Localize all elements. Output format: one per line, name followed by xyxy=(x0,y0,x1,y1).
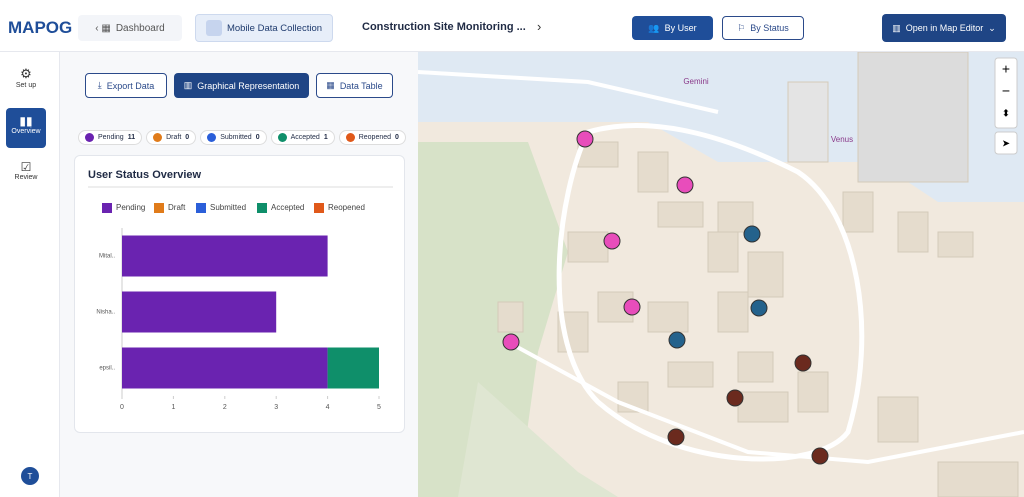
bar-segment xyxy=(122,235,328,277)
legend-label: Draft xyxy=(168,203,186,212)
bar-segment xyxy=(327,347,379,389)
map-editor-button[interactable]: ▥ Open in Map Editor ⌄ xyxy=(882,14,1006,42)
y-tick-label: Mital.. xyxy=(99,254,115,260)
next-arrow[interactable]: › xyxy=(537,19,542,34)
x-tick-label: 0 xyxy=(120,404,124,411)
breadcrumb-text: Dashboard xyxy=(115,22,165,34)
x-tick-label: 1 xyxy=(171,404,175,411)
zoom-out[interactable]: − xyxy=(1002,83,1010,99)
nav-overview[interactable]: ▮▮ Overview xyxy=(6,108,46,148)
chart-title: User Status Overview xyxy=(88,169,202,181)
legend-swatch xyxy=(102,203,112,213)
nav-review[interactable]: ☑ Review xyxy=(6,160,46,181)
header: MAPOG ‹ ▦ Dashboard Mobile Data Collecti… xyxy=(0,0,1024,52)
road xyxy=(507,340,1024,465)
legend-swatch xyxy=(196,203,206,213)
status-chip[interactable]: Accepted 1 xyxy=(270,130,335,145)
road xyxy=(418,70,719,114)
legend-label: Pending xyxy=(116,203,145,212)
chip-label: Draft xyxy=(166,134,182,141)
status-chip[interactable]: Draft 0 xyxy=(146,130,197,145)
chip-label: Reopened xyxy=(358,134,392,141)
zoom-in[interactable]: + xyxy=(1002,61,1010,77)
status-chips: Pending 11 Draft 0 Submitted 0 Accepted 1 Reopen… xyxy=(78,129,410,147)
park xyxy=(418,142,568,497)
bar-segment xyxy=(122,291,277,333)
chart: User Status Overview Pending Draft Submitt… xyxy=(88,169,393,411)
table-button[interactable]: ▦ Data Table xyxy=(316,73,393,98)
chart-card: User Status Overview Pending Draft Submitt… xyxy=(74,155,405,433)
chip-count: 11 xyxy=(127,134,136,141)
button-text: Graphical Representation xyxy=(197,80,300,91)
buildings xyxy=(497,52,1019,497)
y-tick-label: Nisha.. xyxy=(96,310,115,316)
chip-dot xyxy=(85,133,94,142)
breadcrumb-text: Mobile Data Collection xyxy=(226,22,323,34)
status-chip[interactable]: Submitted 0 xyxy=(200,130,267,145)
legend-label: Submitted xyxy=(210,203,246,212)
button-text: By Status xyxy=(750,23,789,33)
nav-label: Review xyxy=(14,174,38,181)
chip-count: 0 xyxy=(185,134,190,141)
status-chip[interactable]: Reopened 0 xyxy=(338,130,406,145)
park xyxy=(458,382,618,497)
chip-count: 1 xyxy=(323,134,328,141)
legend-swatch xyxy=(154,203,164,213)
chip-dot xyxy=(277,133,287,142)
map-label: Venus xyxy=(831,135,853,144)
button-text: Open in Map Editor xyxy=(905,23,984,33)
legend-swatch xyxy=(314,203,324,213)
logo[interactable]: MAPOG xyxy=(8,18,73,37)
button-text: Export Data xyxy=(106,80,155,91)
graph-button[interactable]: ▥ Graphical Representation xyxy=(174,73,309,98)
breadcrumb-collection[interactable]: Mobile Data Collection xyxy=(195,14,333,42)
map: Gemini Venus + − ⬍ ➤ xyxy=(418,52,1024,497)
chip-label: Pending xyxy=(98,134,124,141)
chip-label: Submitted xyxy=(220,134,252,141)
breadcrumb-dashboard[interactable]: ‹ ▦ Dashboard xyxy=(78,15,182,41)
avatar[interactable]: T xyxy=(21,467,39,485)
button-text: Data Table xyxy=(339,80,383,91)
button-text: By User xyxy=(664,23,697,33)
x-tick-label: 2 xyxy=(223,404,227,411)
locate-icon: ➤ xyxy=(1002,139,1010,150)
x-tick-label: 4 xyxy=(326,404,330,411)
legend-swatch xyxy=(257,203,267,213)
nav-label: Overview xyxy=(11,128,41,135)
x-tick-label: 3 xyxy=(274,404,278,411)
zoom-controls xyxy=(994,57,1018,129)
legend-label: Reopened xyxy=(328,203,365,212)
road xyxy=(556,123,865,462)
nav-setup[interactable]: ⚙ Set up xyxy=(6,66,46,89)
chip-dot xyxy=(207,133,217,142)
by-user-button[interactable]: 👥 By User xyxy=(632,16,713,40)
nav-label: Set up xyxy=(15,82,37,89)
chip-dot xyxy=(153,133,163,142)
compass[interactable]: ⬍ xyxy=(1002,109,1010,120)
by-status-button[interactable]: ⚐ By Status xyxy=(722,16,804,40)
map-label: Gemini xyxy=(683,77,709,86)
sidebar: ⚙ Set up ▮▮ Overview ☑ Review T xyxy=(0,52,60,497)
status-chip[interactable]: Pending 11 xyxy=(78,130,143,145)
x-tick-label: 5 xyxy=(377,404,381,411)
chip-count: 0 xyxy=(255,134,260,141)
markers xyxy=(502,130,829,465)
chip-dot xyxy=(345,133,355,142)
chip-count: 0 xyxy=(395,134,399,141)
y-tick-label: epsil.. xyxy=(99,366,115,372)
project-title: Construction Site Monitoring ... xyxy=(362,21,526,33)
legend-label: Accepted xyxy=(271,203,304,212)
locate-button[interactable] xyxy=(994,131,1018,155)
chip-label: Accepted xyxy=(290,134,320,141)
export-button[interactable]: ⤓ Export Data xyxy=(85,73,167,98)
bar-segment xyxy=(122,347,328,389)
